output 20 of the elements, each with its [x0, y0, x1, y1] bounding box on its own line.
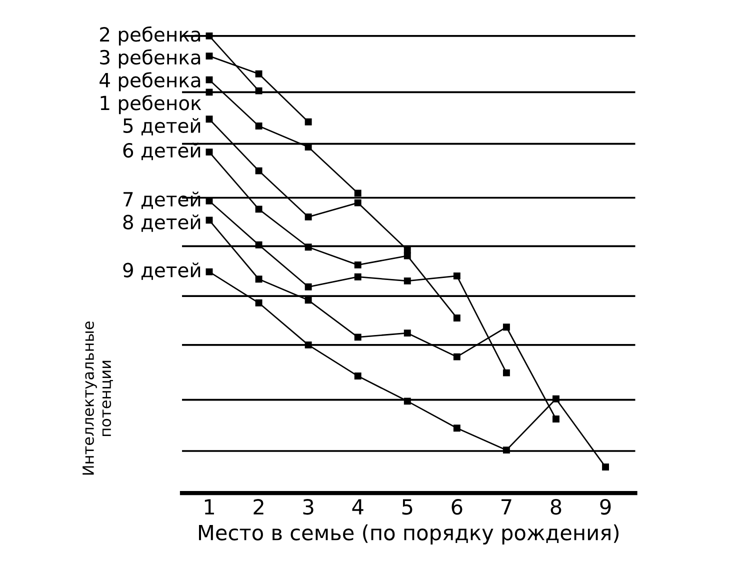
x-tick-label: 1 — [204, 499, 214, 514]
series-label: 9 детей — [123, 262, 200, 280]
series-label: 4 ребенка — [100, 72, 200, 92]
series-label: 3 ребенка — [100, 49, 200, 68]
x-tick-label: 4 — [352, 499, 364, 514]
series-label: 7 детей — [124, 192, 200, 210]
y-axis-title: Интеллектуальные потенции — [82, 322, 113, 475]
series-label: 5 детей — [123, 118, 200, 136]
x-tick-label: 8 — [550, 498, 562, 515]
x-tick-label: 2 — [254, 498, 264, 514]
series-label: 8 детей — [123, 214, 200, 232]
series-label: 6 детей — [123, 142, 200, 160]
x-tick-label: 5 — [402, 499, 412, 515]
x-tick-label: 3 — [303, 498, 314, 515]
x-axis-title: Место в семье (по порядку рождения) — [199, 524, 618, 544]
x-tick-label: 6 — [452, 498, 462, 515]
x-tick-label: 7 — [502, 499, 512, 514]
x-tick-label: 9 — [600, 498, 611, 515]
series-label: 1 ребенок — [100, 94, 202, 114]
series-label: 2 ребенка — [100, 26, 200, 46]
